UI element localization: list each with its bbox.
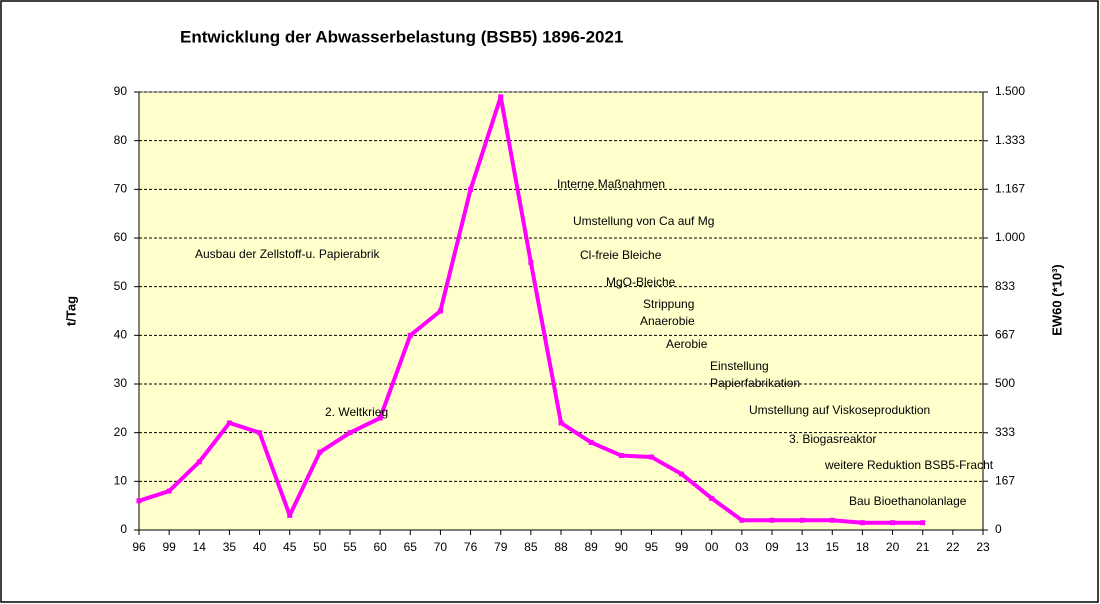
x-tick-label: 88 [554, 540, 568, 554]
annotation: Umstellung von Ca auf Mg [573, 214, 714, 228]
x-tick-label: 40 [253, 540, 267, 554]
annotation: MgO-Bleiche [606, 275, 676, 289]
data-point [498, 94, 504, 100]
annotation: Bau Bioethanolanlage [849, 494, 967, 508]
x-tick-label: 15 [826, 540, 840, 554]
data-point [377, 415, 383, 421]
y-tick-label: 10 [114, 474, 128, 488]
x-tick-label: 60 [373, 540, 387, 554]
x-tick-label: 90 [615, 540, 629, 554]
annotation: Aerobie [666, 337, 708, 351]
x-tick-label: 76 [464, 540, 478, 554]
data-point [829, 517, 835, 523]
data-point [558, 420, 564, 426]
data-point [648, 454, 654, 460]
y2-tick-label: 333 [995, 425, 1015, 439]
y2-axis-label: EW60 (*10³) [1049, 264, 1064, 336]
data-point [437, 308, 443, 314]
x-tick-label: 65 [404, 540, 418, 554]
data-point [347, 430, 353, 436]
y2-tick-label: 167 [995, 473, 1015, 487]
x-tick-label: 79 [494, 540, 508, 554]
y2-tick-label: 1.500 [995, 84, 1025, 98]
annotation: 2. Weltkrieg [325, 405, 388, 419]
y-tick-label: 50 [114, 279, 128, 293]
x-tick-label: 95 [645, 540, 659, 554]
x-tick-label: 45 [283, 540, 297, 554]
x-tick-label: 23 [976, 540, 990, 554]
data-point [709, 495, 715, 501]
data-point [920, 520, 926, 526]
x-tick-label: 09 [765, 540, 779, 554]
data-point [739, 517, 745, 523]
x-tick-label: 70 [434, 540, 448, 554]
chart-title: Entwicklung der Abwasserbelastung (BSB5)… [180, 27, 623, 46]
annotation: Papierfabrikation [710, 376, 800, 390]
data-point [588, 439, 594, 445]
data-point [859, 520, 865, 526]
y-tick-label: 90 [114, 84, 128, 98]
y-tick-label: 0 [120, 522, 127, 536]
x-tick-label: 55 [343, 540, 357, 554]
data-point [136, 498, 142, 504]
y-tick-label: 60 [114, 230, 128, 244]
data-point [528, 259, 534, 265]
x-tick-label: 13 [795, 540, 809, 554]
y-tick-label: 70 [114, 182, 128, 196]
data-point [890, 520, 896, 526]
annotation: Ausbau der Zellstoff-u. Papierabrik [195, 247, 381, 261]
annotation: 3. Biogasreaktor [789, 432, 876, 446]
y2-tick-label: 833 [995, 279, 1015, 293]
y2-tick-label: 667 [995, 327, 1015, 341]
y2-tick-label: 500 [995, 376, 1015, 390]
y2-tick-label: 1.000 [995, 230, 1025, 244]
x-tick-label: 20 [886, 540, 900, 554]
x-tick-label: 85 [524, 540, 538, 554]
data-point [799, 517, 805, 523]
x-tick-label: 96 [132, 540, 146, 554]
x-tick-label: 21 [916, 540, 930, 554]
x-tick-label: 22 [946, 540, 960, 554]
annotation: Cl-freie Bleiche [580, 248, 662, 262]
y-tick-label: 20 [114, 425, 128, 439]
data-point [257, 430, 263, 436]
data-point [618, 453, 624, 459]
y-axis-label: t/Tag [63, 296, 78, 326]
x-tick-label: 89 [584, 540, 598, 554]
x-tick-label: 99 [162, 540, 176, 554]
y2-tick-label: 1.167 [995, 181, 1025, 195]
data-point [769, 517, 775, 523]
annotation: Umstellung auf Viskoseproduktion [749, 403, 930, 417]
x-tick-label: 00 [705, 540, 719, 554]
x-tick-label: 18 [856, 540, 870, 554]
annotation: weitere Reduktion BSB5-Fracht [824, 458, 994, 472]
x-tick-label: 50 [313, 540, 327, 554]
x-tick-label: 35 [223, 540, 237, 554]
y2-tick-label: 1.333 [995, 133, 1025, 147]
data-point [226, 420, 232, 426]
x-tick-label: 03 [735, 540, 749, 554]
data-point [196, 459, 202, 465]
y2-tick-label: 0 [995, 522, 1002, 536]
data-point [166, 488, 172, 494]
x-tick-label: 99 [675, 540, 689, 554]
data-point [679, 471, 685, 477]
plot-area [138, 91, 984, 531]
data-point [317, 449, 323, 455]
x-tick-label: 14 [193, 540, 207, 554]
data-point [407, 332, 413, 338]
annotation: Strippung [643, 297, 694, 311]
annotation: Interne Maßnahmen [557, 177, 665, 191]
y-tick-label: 30 [114, 376, 128, 390]
data-point [468, 186, 474, 192]
y-tick-label: 80 [114, 133, 128, 147]
data-point [287, 512, 293, 518]
annotation: Einstellung [710, 359, 769, 373]
y-tick-label: 40 [114, 328, 128, 342]
annotation: Anaerobie [640, 314, 695, 328]
